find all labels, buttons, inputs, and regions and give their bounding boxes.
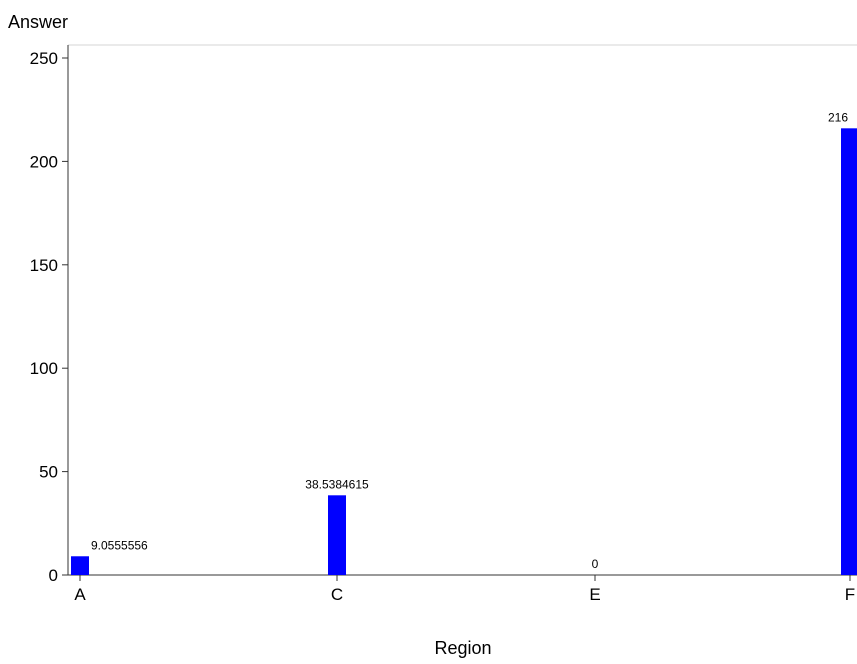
data-label: 9.0555556 xyxy=(91,538,148,552)
y-tick-label: 50 xyxy=(39,463,58,482)
y-tick-label: 150 xyxy=(30,256,58,275)
data-label: 216 xyxy=(828,110,848,124)
data-label: 38.5384615 xyxy=(305,477,369,491)
bar xyxy=(71,556,89,575)
bar xyxy=(841,128,857,575)
plot-area: 0 50 100 150 200 250 A 9.0555556 C 38.5384615 E 0 F 2… xyxy=(30,44,857,604)
y-tick-label: 0 xyxy=(49,566,58,585)
y-tick-label: 250 xyxy=(30,49,58,68)
y-tick-label: 200 xyxy=(30,152,58,171)
x-axis-title: Region xyxy=(434,638,491,658)
x-tick-label: F xyxy=(845,585,855,604)
bar xyxy=(328,495,346,575)
data-label: 0 xyxy=(592,557,599,571)
x-tick-label: A xyxy=(74,585,86,604)
y-axis-title: Answer xyxy=(8,12,68,32)
x-tick-label: C xyxy=(331,585,343,604)
x-tick-label: E xyxy=(589,585,600,604)
y-tick-label: 100 xyxy=(30,359,58,378)
